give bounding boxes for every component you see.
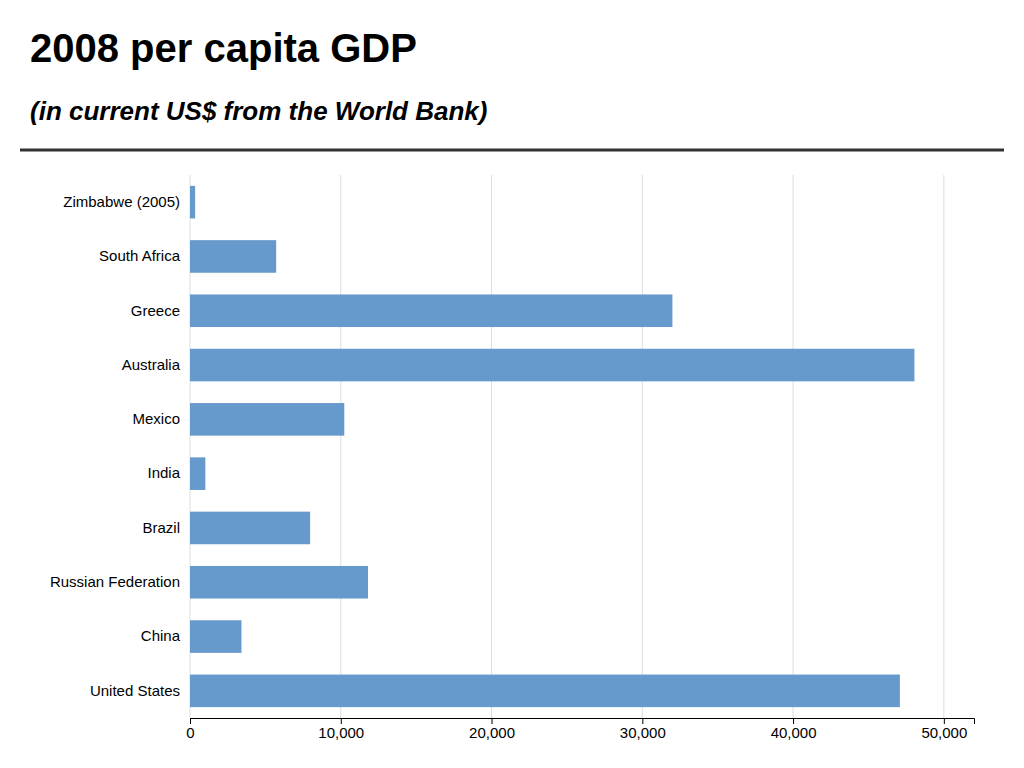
grid-line <box>642 175 643 718</box>
tick-label: 40,000 <box>771 724 817 741</box>
bar <box>190 457 205 490</box>
tick-label: 50,000 <box>921 724 967 741</box>
axis-line <box>191 719 975 725</box>
chart-svg: 2008 per capita GDP (in current US$ from … <box>0 0 1024 768</box>
y-axis: United States China Russian Federation Braz… <box>50 193 181 699</box>
bar <box>190 186 195 219</box>
bar <box>190 675 900 708</box>
grid-line <box>943 175 944 718</box>
tick-label: Zimbabwe (2005) <box>63 193 180 210</box>
category-tick: Zimbabwe (2005) <box>63 193 180 210</box>
title: 2008 per capita GDP <box>30 26 417 70</box>
tick-label: South Africa <box>99 247 181 264</box>
category-tick: Russian Federation <box>50 573 180 590</box>
tick: 10,000 <box>318 718 364 741</box>
bar <box>190 512 310 545</box>
tick: 0 <box>186 718 194 741</box>
category-tick: India <box>147 464 180 481</box>
category-tick: Mexico <box>132 410 180 427</box>
category-tick: United States <box>90 682 180 699</box>
tick: 50,000 <box>921 718 967 741</box>
bar <box>190 403 344 436</box>
separator <box>20 149 1004 152</box>
category-tick: Australia <box>122 356 181 373</box>
category-tick: Brazil <box>142 519 180 536</box>
bar <box>190 566 368 599</box>
tick-label: Mexico <box>132 410 180 427</box>
tick-label: Russian Federation <box>50 573 180 590</box>
tick-label: 20,000 <box>469 724 515 741</box>
grid-line <box>491 175 492 718</box>
tick-label: China <box>141 627 181 644</box>
bar <box>190 620 241 653</box>
tick-label: 10,000 <box>318 724 364 741</box>
bar <box>190 240 276 273</box>
category-tick: China <box>141 627 181 644</box>
x-axis: 0 10,000 20,000 30,000 40,000 50,000 <box>186 718 974 741</box>
category-tick: Greece <box>131 302 180 319</box>
tick-label: 0 <box>186 724 194 741</box>
grid-line <box>340 175 341 718</box>
tick: 20,000 <box>469 718 515 741</box>
tick: 30,000 <box>620 718 666 741</box>
tick-label: Greece <box>131 302 180 319</box>
bars <box>190 186 914 707</box>
tick-label: Brazil <box>142 519 180 536</box>
tick-label: 30,000 <box>620 724 666 741</box>
tick: 40,000 <box>771 718 817 741</box>
category-tick: South Africa <box>99 247 181 264</box>
tick-label: India <box>147 464 180 481</box>
tick-label: Australia <box>122 356 181 373</box>
tick-label: United States <box>90 682 180 699</box>
grid-line <box>793 175 794 718</box>
plot: 0 10,000 20,000 30,000 40,000 50,000 United St… <box>50 175 975 741</box>
bar <box>190 349 914 382</box>
bar <box>190 294 672 327</box>
chart-container: 2008 per capita GDP (in current US$ from … <box>0 0 1024 768</box>
subtitle: (in current US$ from the World Bank) <box>30 96 487 126</box>
grid <box>190 175 944 718</box>
